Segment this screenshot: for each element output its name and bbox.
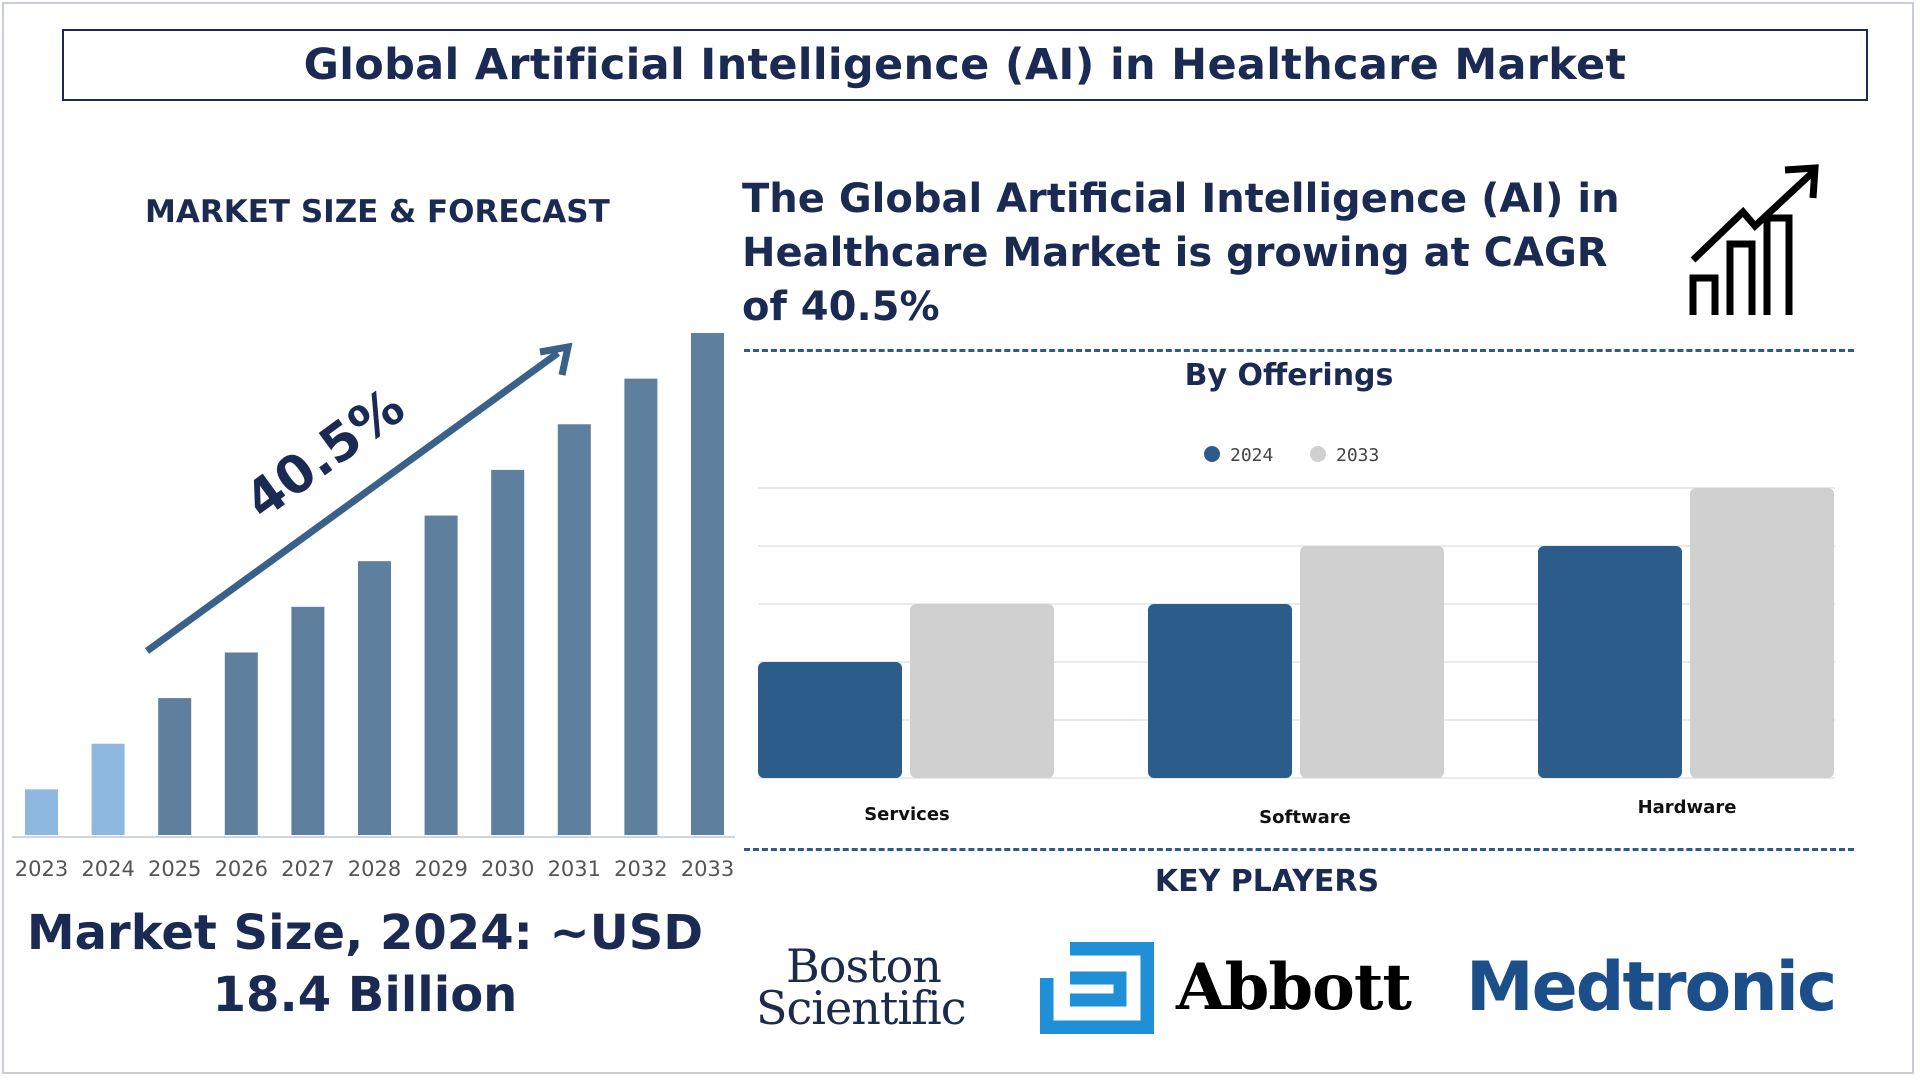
growth-chart-icon — [1689, 164, 1819, 315]
bar-software-2024 — [1148, 604, 1292, 778]
bar-2033 — [691, 333, 724, 835]
cagr-annotation: 40.5% — [234, 377, 415, 532]
category-label-software: Software — [1259, 807, 1351, 828]
bar-2026 — [224, 652, 258, 835]
section-divider-bottom — [744, 848, 1854, 851]
cagr-statement: The Global Artificial Intelligence (AI) … — [742, 176, 1620, 330]
bar-2028 — [358, 561, 391, 835]
page-title: Global Artificial Intelligence (AI) in H… — [303, 40, 1627, 90]
boston-logo-line1: Boston — [786, 939, 942, 993]
x-tick-2030: 2030 — [481, 857, 534, 880]
title-banner: Global Artificial Intelligence (AI) in H… — [62, 29, 1868, 101]
growth-arrow-line — [144, 350, 561, 654]
category-label-hardware: Hardware — [1638, 797, 1737, 818]
category-label-services: Services — [864, 804, 950, 825]
boston-logo-line2: Scientific — [756, 981, 967, 1035]
growth-arrow-head — [539, 342, 573, 376]
bar-services-2024 — [758, 662, 902, 778]
x-tick-2033: 2033 — [681, 857, 734, 880]
boston-scientific-logo: Boston Scientific — [756, 939, 967, 1035]
bar-2030 — [491, 469, 525, 835]
bar-2032 — [624, 378, 658, 835]
forecast-heading: MARKET SIZE & FORECAST — [145, 194, 610, 230]
bar-2027 — [291, 606, 325, 835]
x-tick-2027: 2027 — [281, 857, 334, 880]
market-size-line2: 18.4 Billion — [212, 967, 518, 1023]
x-tick-2026: 2026 — [215, 857, 268, 880]
bar-2029 — [424, 515, 458, 835]
offerings-title: By Offerings — [1184, 358, 1394, 393]
bar-services-2033 — [910, 604, 1054, 778]
medtronic-logo: Medtronic — [1466, 948, 1837, 1027]
legend-marker-2024 — [1204, 446, 1220, 462]
bar-hardware-2024 — [1538, 546, 1682, 778]
legend-label-2024: 2024 — [1230, 445, 1273, 466]
section-divider-top — [744, 349, 1854, 352]
x-tick-2024: 2024 — [81, 857, 134, 880]
key-players-title: KEY PLAYERS — [1154, 864, 1380, 899]
market-size-line1: Market Size, 2024: ~USD — [26, 905, 704, 961]
x-tick-2023: 2023 — [15, 857, 68, 880]
x-tick-2032: 2032 — [614, 857, 667, 880]
bar-2025 — [158, 698, 192, 835]
x-tick-2025: 2025 — [148, 857, 201, 880]
market-forecast-chart: 2023 2024 2025 2026 2027 2028 2029 2030 2031 2032… — [12, 333, 735, 880]
abbott-logo-icon — [1040, 942, 1154, 1034]
bar-2023 — [25, 789, 58, 835]
x-tick-2031: 2031 — [548, 857, 601, 880]
bar-2024 — [91, 743, 125, 835]
legend-label-2033: 2033 — [1336, 445, 1379, 466]
offerings-chart: 2024 2033 Services Software Hardware — [758, 445, 1835, 828]
market-size-statement: Market Size, 2024: ~USD 18.4 Billion — [0, 902, 730, 1026]
bar-2031 — [557, 424, 591, 835]
bar-software-2033 — [1300, 546, 1444, 778]
x-tick-2028: 2028 — [348, 857, 401, 880]
abbott-logo-text: Abbott — [1176, 950, 1412, 1025]
x-tick-2029: 2029 — [414, 857, 467, 880]
bar-hardware-2033 — [1690, 488, 1834, 778]
legend-marker-2033 — [1310, 446, 1326, 462]
